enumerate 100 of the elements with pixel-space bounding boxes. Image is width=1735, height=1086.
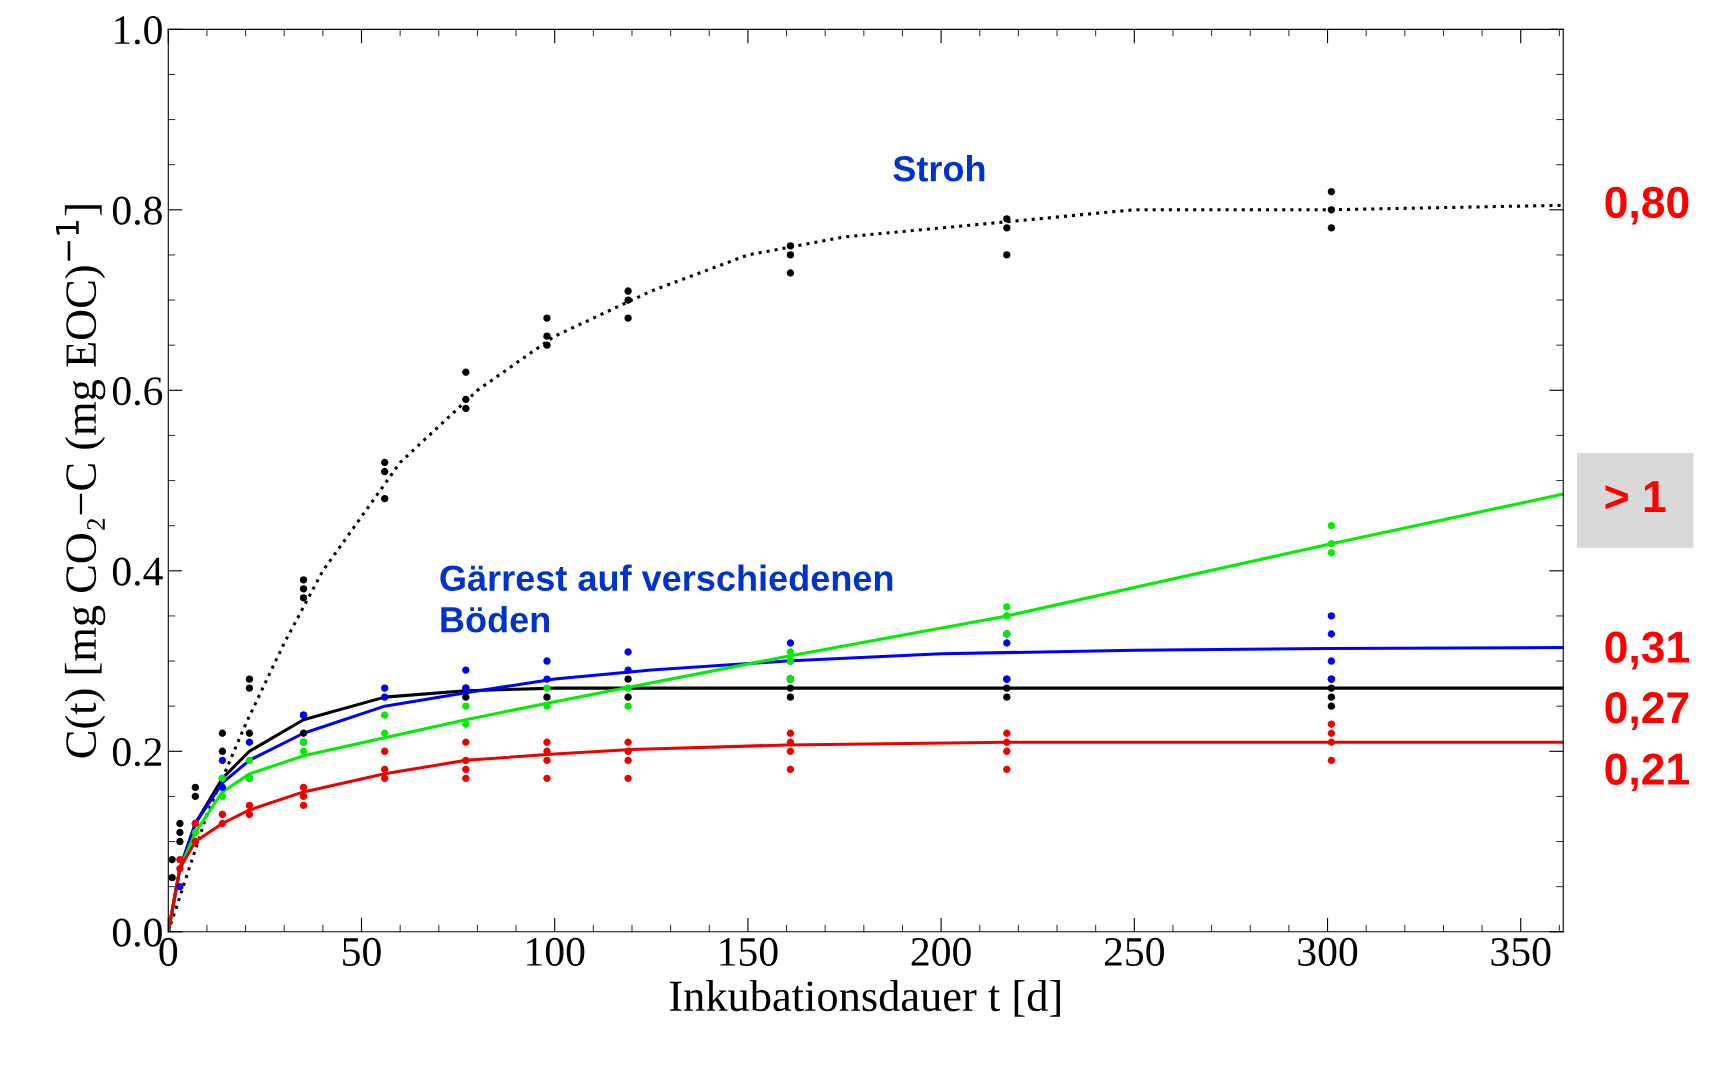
point	[218, 756, 227, 764]
point	[624, 666, 632, 674]
point	[624, 675, 632, 683]
y-axis-title: C(t) [mg CO₂−C (mg EOC)$^{−1}$]	[56, 205, 106, 758]
x-tick-label: 100	[527, 937, 585, 966]
point	[381, 774, 389, 783]
point	[1003, 251, 1011, 259]
point	[218, 810, 227, 819]
point	[624, 296, 632, 304]
point	[1327, 549, 1336, 557]
point	[624, 756, 632, 764]
point	[245, 810, 254, 819]
point	[381, 684, 389, 692]
point	[543, 747, 551, 755]
point	[1003, 684, 1011, 692]
point	[543, 657, 551, 665]
point	[245, 684, 254, 692]
point	[381, 729, 389, 737]
point	[543, 341, 551, 349]
point	[381, 693, 389, 701]
point	[624, 702, 632, 710]
point	[381, 467, 389, 476]
annotation: Stroh	[893, 155, 985, 182]
point	[381, 765, 389, 774]
point	[1003, 693, 1011, 701]
point	[1327, 684, 1336, 692]
point	[176, 855, 184, 864]
point	[1003, 639, 1011, 647]
point	[299, 576, 308, 584]
point	[462, 693, 470, 701]
point	[1003, 603, 1011, 611]
x-tick-label: 200	[911, 937, 971, 966]
point	[786, 242, 795, 250]
point	[786, 747, 795, 755]
point	[543, 774, 551, 783]
point	[1003, 612, 1011, 620]
point	[381, 747, 389, 755]
point	[218, 792, 227, 801]
point	[218, 729, 227, 737]
point	[168, 855, 176, 864]
point	[786, 639, 795, 647]
text: 0,80	[1605, 186, 1689, 225]
point	[786, 693, 795, 701]
point	[218, 819, 227, 828]
point	[381, 711, 389, 719]
text: 0,21	[1605, 753, 1689, 792]
point	[299, 792, 308, 801]
point	[1327, 702, 1336, 710]
y-tick-label: 0.6	[112, 377, 163, 406]
point	[624, 287, 632, 295]
point	[1327, 693, 1336, 701]
point	[462, 666, 470, 674]
point	[245, 801, 254, 810]
point	[543, 314, 551, 322]
point	[543, 675, 551, 683]
x-axis-title: Inkubationsdauer t [d]	[669, 979, 1060, 1017]
point	[624, 693, 632, 701]
point	[299, 585, 308, 593]
x-tick-label: 250	[1104, 937, 1164, 966]
x-tick-label: 150	[720, 937, 778, 966]
point	[786, 251, 795, 259]
point	[218, 783, 227, 792]
point	[191, 792, 200, 801]
point	[543, 756, 551, 764]
point	[381, 458, 389, 467]
point	[245, 738, 254, 746]
point	[624, 648, 632, 656]
point	[1003, 765, 1011, 774]
point	[1003, 738, 1011, 746]
point	[1327, 206, 1336, 214]
point	[462, 774, 470, 783]
point	[299, 594, 308, 602]
point	[299, 801, 308, 810]
point	[1327, 729, 1336, 737]
point	[1327, 612, 1336, 620]
point	[1327, 657, 1336, 665]
x-tick-label: 300	[1298, 937, 1358, 966]
point	[176, 819, 184, 828]
point	[1003, 729, 1011, 737]
point	[624, 314, 632, 322]
point	[1327, 540, 1336, 548]
point	[245, 729, 254, 737]
point	[462, 702, 470, 710]
point	[786, 648, 795, 656]
point	[176, 837, 184, 846]
point	[191, 783, 200, 792]
point	[786, 684, 795, 692]
point	[1327, 630, 1336, 638]
x-tick-label: 350	[1491, 937, 1551, 966]
point	[543, 684, 551, 692]
point	[299, 783, 308, 792]
point	[462, 765, 470, 774]
point	[299, 729, 308, 737]
y-tick-label: 1.0	[115, 16, 162, 45]
point	[245, 756, 254, 764]
point	[543, 332, 551, 340]
point	[624, 774, 632, 783]
point	[245, 675, 254, 683]
y-tick-label: 0.2	[112, 738, 162, 767]
point	[168, 873, 176, 882]
